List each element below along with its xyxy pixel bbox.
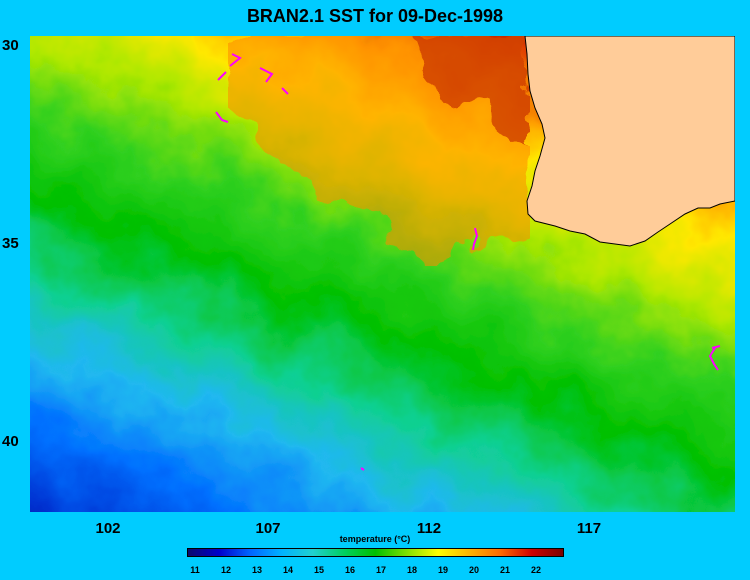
colorbar-tick: 13 (251, 565, 263, 575)
drifter-markers (215, 53, 721, 471)
colorbar-tick: 21 (499, 565, 511, 575)
x-tick-label: 107 (255, 520, 281, 537)
colorbar-tick: 12 (220, 565, 232, 575)
map-title: BRAN2.1 SST for 09-Dec-1998 (246, 6, 504, 26)
colorbar-tick: 16 (344, 565, 356, 575)
colorbar-tick: 22 (530, 565, 542, 575)
colorbar-tick: 18 (406, 565, 418, 575)
y-tick-label: 30 (2, 37, 19, 54)
y-tick-label: 35 (2, 235, 19, 252)
colorbar-tick: 19 (437, 565, 449, 575)
sst-field (30, 36, 735, 512)
colorbar-tick: 14 (282, 565, 294, 575)
y-tick-label: 40 (2, 433, 19, 450)
sst-map (30, 36, 735, 512)
colorbar-tick: 15 (313, 565, 325, 575)
colorbar-label: temperature (°C) (339, 534, 411, 544)
land-mass (524, 36, 735, 247)
colorbar-tick: 11 (190, 565, 200, 575)
x-tick-label: 102 (95, 520, 121, 537)
x-tick-label: 112 (416, 520, 442, 537)
x-tick-label: 117 (576, 520, 602, 537)
colorbar-tick: 20 (468, 565, 480, 575)
colorbar (187, 548, 564, 557)
colorbar-tick: 17 (375, 565, 387, 575)
